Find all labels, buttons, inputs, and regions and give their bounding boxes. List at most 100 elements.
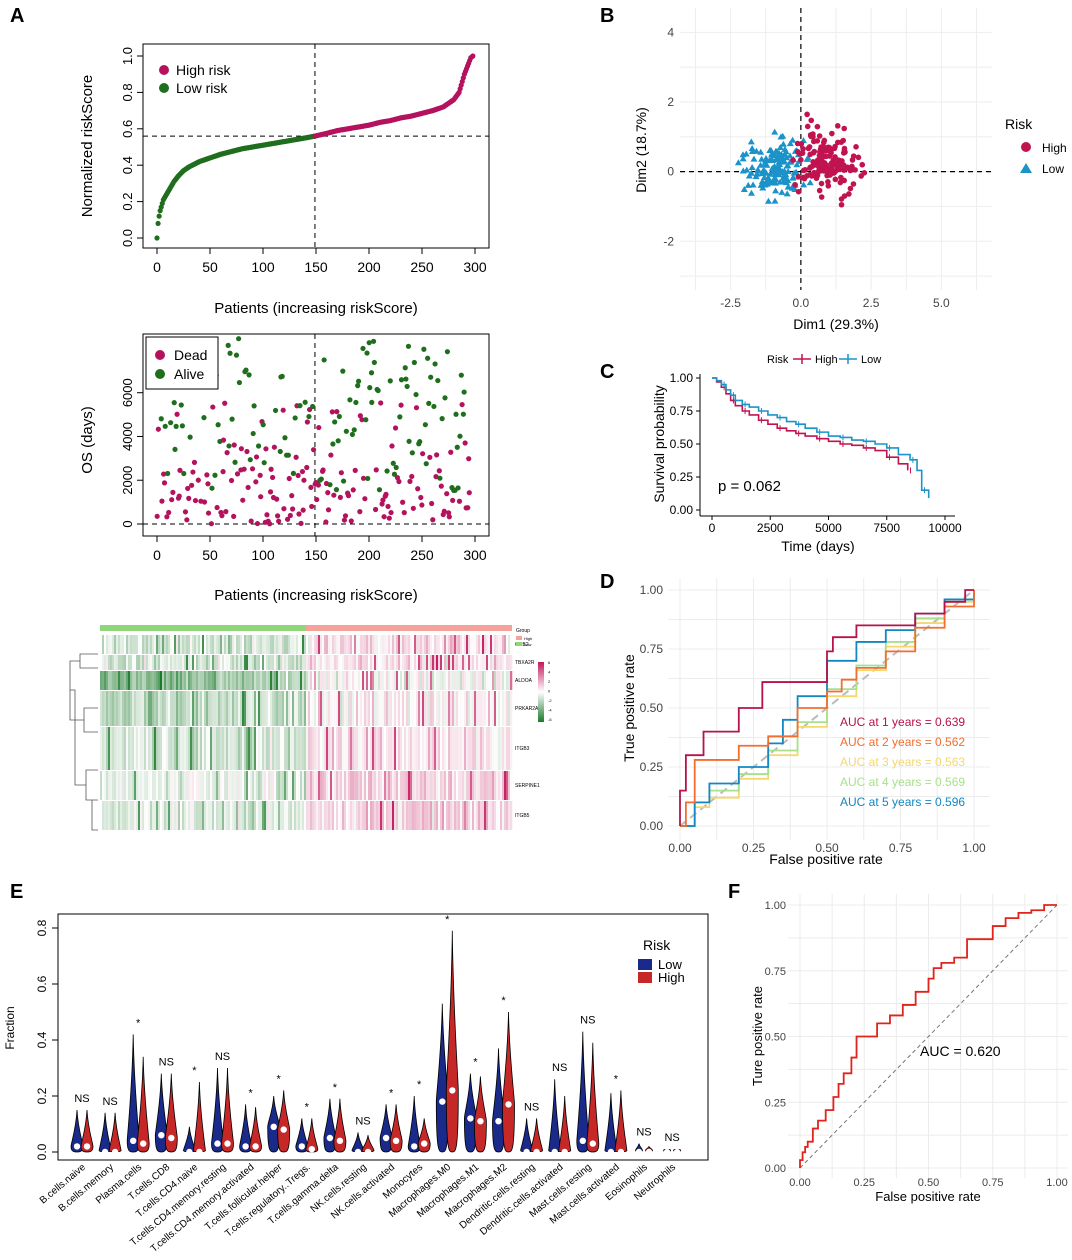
heatmap-cell (428, 671, 431, 690)
heatmap-cell (150, 801, 153, 830)
heatmap-cell (234, 691, 237, 726)
heatmap-cell (444, 771, 447, 800)
heatmap-cell (300, 655, 303, 670)
heatmap-cell (230, 655, 233, 670)
heatmap-cell (276, 727, 279, 770)
heatmap-cell (470, 635, 473, 654)
heatmap-cell (314, 727, 317, 770)
heatmap-cell (290, 671, 293, 690)
a2-point (168, 420, 174, 426)
heatmap-cell (492, 691, 495, 726)
heatmap-cell (332, 771, 335, 800)
heatmap-cell (432, 691, 435, 726)
heatmap-cell (106, 671, 109, 690)
heatmap-cell (368, 655, 371, 670)
a2-point (173, 423, 179, 429)
heatmap-cell (184, 671, 187, 690)
heatmap-cell (320, 691, 323, 726)
b-point-high (826, 153, 833, 159)
b-point-high (833, 159, 839, 166)
group-legend-low: Low (524, 642, 531, 647)
heatmap-cell (324, 771, 327, 800)
heatmap-cell (228, 691, 231, 726)
e-violin (530, 1118, 544, 1153)
a2-point (347, 397, 353, 403)
b-point-low (747, 138, 755, 145)
heatmap-cell (388, 671, 391, 690)
heatmap-cell (148, 655, 151, 670)
heatmap-cell (234, 671, 237, 690)
e-violin (586, 1042, 600, 1153)
heatmap-cell (346, 635, 349, 654)
heatmap-cell (460, 801, 463, 830)
heatmap-cell (318, 691, 321, 726)
heatmap-cell (206, 655, 209, 670)
heatmap-cell (406, 691, 409, 726)
heatmap-cell (282, 635, 285, 654)
a2-point (415, 486, 421, 492)
heatmap-cell (140, 671, 143, 690)
heatmap-cell (490, 671, 493, 690)
heatmap-cell (408, 801, 411, 830)
heatmap-cell (200, 691, 203, 726)
heatmap-cell (370, 655, 373, 670)
heatmap-cell (306, 655, 309, 670)
heatmap-cell (376, 727, 379, 770)
e-significance: * (136, 1017, 141, 1029)
b-point-low (743, 166, 751, 173)
heatmap-cell (350, 671, 353, 690)
heatmap-cell (456, 655, 459, 670)
a2-point (270, 474, 276, 481)
e-violin (558, 1095, 572, 1153)
heatmap-cell (414, 727, 417, 770)
heatmap-cell (116, 727, 119, 770)
heatmap-cell (230, 771, 233, 800)
heatmap-cell (280, 671, 283, 690)
a2-point (350, 487, 356, 493)
heatmap-cell (318, 671, 321, 690)
b-legend: Risk High Low (1005, 116, 1067, 176)
heatmap-cell (314, 801, 317, 830)
a2-point (274, 496, 280, 502)
heatmap-cell (404, 635, 407, 654)
heatmap-cell (110, 691, 113, 726)
heatmap-cell (384, 671, 387, 690)
heatmap-cell (428, 655, 431, 670)
heatmap-cell (294, 671, 297, 690)
heatmap-cell (368, 691, 371, 726)
heatmap-cell (452, 801, 455, 830)
heatmap-cell (474, 691, 477, 726)
heatmap-cell (336, 771, 339, 800)
heatmap-cell (414, 771, 417, 800)
heatmap-cell (484, 727, 487, 770)
heatmap-cell (206, 771, 209, 800)
heatmap-cell (398, 727, 401, 770)
e-legend: Risk Low High (638, 937, 685, 985)
heatmap-cell (486, 771, 489, 800)
e-violin (80, 1109, 94, 1153)
e-violin-median (196, 1148, 203, 1156)
heatmap-cell (184, 691, 187, 726)
heatmap-cell (362, 655, 365, 670)
a2-point (407, 478, 413, 484)
heatmap-cell (320, 771, 323, 800)
risk-score-plot: 0 50 100 150 200 250 300 0.00.20.40.60.81.0 Pa… (79, 43, 490, 317)
a2-point (184, 517, 190, 523)
heatmap-cell (434, 771, 437, 800)
b-point-high (810, 138, 817, 145)
heatmap-cell (300, 635, 303, 654)
heatmap-cell (310, 771, 313, 800)
heatmap-cell (174, 635, 177, 654)
b-point-high (804, 123, 811, 130)
heatmap-cell (318, 635, 321, 654)
heatmap-cell (322, 635, 325, 654)
heatmap-cell (140, 771, 143, 800)
a2-point (320, 467, 326, 473)
heatmap-cell (184, 635, 187, 654)
heatmap-cell (352, 635, 355, 654)
c-pvalue: p = 0.062 (718, 478, 781, 495)
a2-point (392, 425, 399, 431)
heatmap-cell (298, 691, 301, 726)
a2-point (384, 468, 390, 474)
heatmap-cell (420, 655, 423, 670)
